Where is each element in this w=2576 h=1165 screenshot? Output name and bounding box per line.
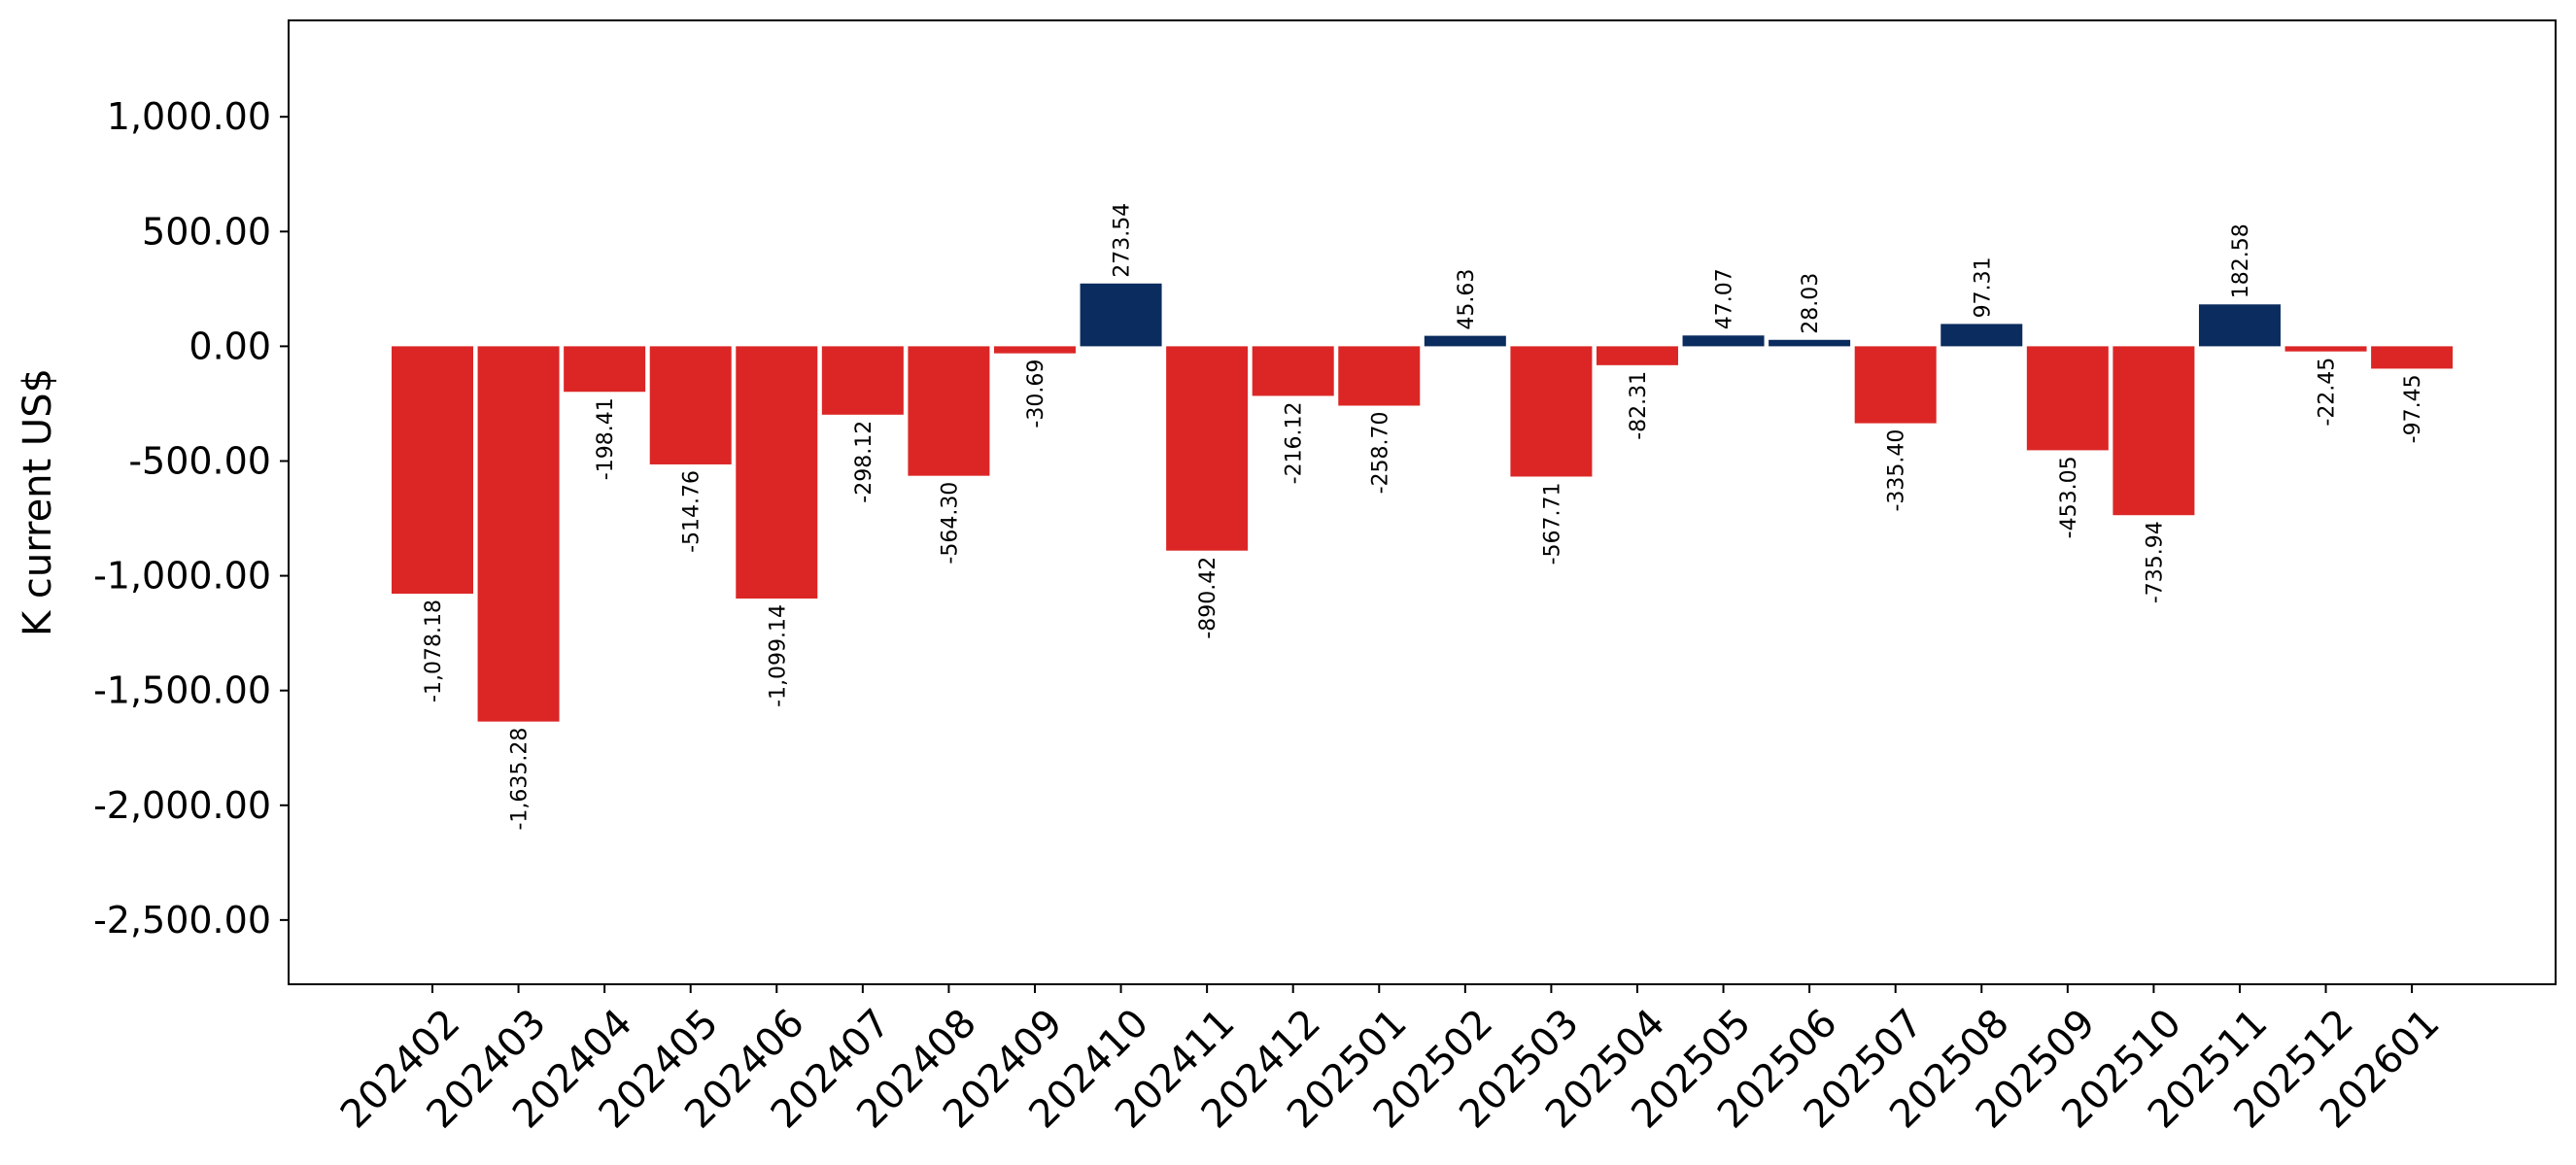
bar-value-label: 182.58 xyxy=(2229,223,2253,298)
bar xyxy=(1510,346,1593,477)
y-tick-label: -2,000.00 xyxy=(93,784,271,827)
bar-value-label: -198.41 xyxy=(594,397,618,480)
bar xyxy=(477,346,560,722)
bar xyxy=(736,346,818,599)
bar xyxy=(2026,346,2109,451)
bar xyxy=(1941,324,2023,347)
bar-value-label: -1,635.28 xyxy=(508,728,532,831)
plot-frame xyxy=(288,19,2557,985)
y-tick-label: 500.00 xyxy=(142,210,271,253)
y-tick-label: -500.00 xyxy=(128,439,271,482)
y-axis: 1,000.00 500.00 0.00 -500.00 -1,000.00 -1,500… xyxy=(93,95,289,942)
bar-value-label: -298.12 xyxy=(852,421,876,503)
bar xyxy=(1854,346,1937,424)
y-axis-title: K current US$ xyxy=(16,368,60,636)
bar xyxy=(1166,346,1249,551)
bar-value-label: 47.07 xyxy=(1713,268,1737,329)
bar xyxy=(2371,346,2454,369)
bar xyxy=(1682,335,1765,347)
bar-labels-layer: -1,078.18 -1,635.28 -198.41 -514.76 -1,099.1… xyxy=(422,203,2425,831)
bar-value-label: 273.54 xyxy=(1111,203,1135,278)
bar xyxy=(2112,346,2195,516)
bar-value-label: -97.45 xyxy=(2401,374,2425,443)
bar-value-label: -564.30 xyxy=(938,482,962,565)
bar-value-label: -890.42 xyxy=(1196,557,1220,639)
bar-value-label: -82.31 xyxy=(1627,371,1651,440)
bar xyxy=(821,346,904,415)
bar-value-label: -30.69 xyxy=(1024,360,1048,428)
bar-value-label: -335.40 xyxy=(1885,429,1909,512)
bar-value-label: -1,078.18 xyxy=(422,600,446,702)
y-tick-label: 0.00 xyxy=(189,325,271,367)
bar-value-label: -22.45 xyxy=(2316,358,2340,427)
y-tick-label: 1,000.00 xyxy=(107,95,271,138)
bar xyxy=(1080,283,1162,347)
bar-value-label: 28.03 xyxy=(1799,273,1823,334)
bar-value-label: -1,099.14 xyxy=(766,604,790,707)
y-tick-label: -1,500.00 xyxy=(93,669,271,712)
bar xyxy=(1338,346,1421,406)
bar xyxy=(993,346,1076,354)
bar xyxy=(908,346,990,476)
bar-value-label: 45.63 xyxy=(1455,269,1479,330)
bar-value-label: -258.70 xyxy=(1368,411,1392,494)
bar xyxy=(649,346,732,464)
bar xyxy=(1424,335,1506,347)
bars-layer xyxy=(392,283,2454,722)
y-tick-label: -2,500.00 xyxy=(93,899,271,942)
bar-value-label: -514.76 xyxy=(680,470,704,553)
bar xyxy=(392,346,473,595)
bar-value-label: -216.12 xyxy=(1283,401,1307,484)
bar xyxy=(2198,304,2281,347)
bar xyxy=(1769,339,1851,347)
bar xyxy=(564,346,646,393)
bar xyxy=(1596,346,1678,365)
bar-value-label: -567.71 xyxy=(1540,482,1564,565)
bar-value-label: -453.05 xyxy=(2057,456,2081,538)
bar-value-label: -735.94 xyxy=(2143,521,2167,603)
y-tick-label: -1,000.00 xyxy=(93,555,271,598)
bar-value-label: 97.31 xyxy=(1971,257,1995,318)
bar xyxy=(2284,346,2367,352)
bar xyxy=(1252,346,1334,396)
